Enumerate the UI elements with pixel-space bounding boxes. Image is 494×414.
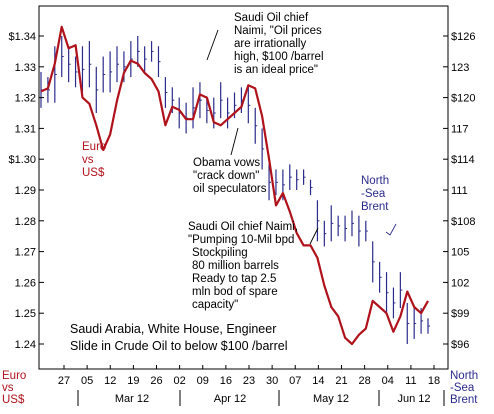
right-tick-label: 102 bbox=[451, 277, 469, 289]
left-tick-label: 1.29 bbox=[15, 185, 36, 197]
x-day-label: 11 bbox=[405, 375, 416, 387]
right-tick-label: $99 bbox=[451, 308, 469, 320]
right-tick-label: $108 bbox=[451, 216, 475, 228]
left-tick-label: 1.33 bbox=[15, 62, 36, 74]
left-axis-label-2: vs bbox=[2, 382, 14, 394]
x-day-label: 30 bbox=[266, 375, 278, 387]
annotation-pumping-2: "Pumping 10-Mil bpd bbox=[188, 234, 294, 246]
left-tick-label: 1.28 bbox=[15, 216, 36, 228]
euro-line bbox=[40, 25, 429, 346]
plot-frame bbox=[38, 5, 449, 370]
left-tick-label: 1.25 bbox=[15, 308, 36, 320]
annotation-naimi-4: high, $100 /barrel bbox=[234, 51, 324, 63]
euro-series-label-2: vs bbox=[82, 154, 94, 166]
right-tick-label: 117 bbox=[451, 123, 469, 135]
pointer-naimi bbox=[206, 29, 219, 61]
left-tick-label: 1.26 bbox=[15, 277, 36, 289]
annotation-pumping-4: 80 million barrels bbox=[192, 260, 279, 272]
left-axis: $1.34 1.33 1.32 1.31 $1.30 1.29 1.28 1.27 1.26 1.… bbox=[8, 31, 44, 351]
annotation-pumping-6: mln bod of spare bbox=[192, 286, 278, 298]
x-day-label: 05 bbox=[81, 375, 93, 387]
brent-series-label-1: North bbox=[361, 175, 389, 187]
left-tick-label: 1.32 bbox=[15, 93, 36, 105]
right-tick-label: 111 bbox=[451, 185, 468, 197]
right-axis-label-2: -Sea bbox=[450, 382, 475, 394]
left-tick-label: 1.27 bbox=[15, 247, 36, 259]
x-day-label: 04 bbox=[382, 375, 394, 387]
left-tick-label: $1.30 bbox=[8, 154, 36, 166]
x-day-label: 26 bbox=[150, 375, 162, 387]
annotation-obama-3: oil speculators bbox=[193, 183, 267, 195]
x-day-label: 28 bbox=[359, 375, 371, 387]
x-day-label: 27 bbox=[58, 375, 70, 387]
euro-series bbox=[40, 25, 429, 346]
x-day-label: 18 bbox=[428, 375, 440, 387]
annotation-pumping-5: Ready to tap 2.5 bbox=[192, 273, 276, 285]
right-axis-label-3: Brent bbox=[450, 394, 478, 406]
left-tick-label: 1.24 bbox=[15, 339, 36, 351]
euro-series-label-1: Euro bbox=[82, 141, 106, 153]
x-day-label: 07 bbox=[289, 375, 301, 387]
x-month-label: Mar 12 bbox=[115, 393, 149, 405]
right-tick-label: $114 bbox=[451, 154, 475, 166]
left-axis-label-1: Euro bbox=[2, 370, 26, 382]
annotation-caption-2: Slide in Crude Oil to below $100 /barrel bbox=[70, 339, 287, 353]
annotation-naimi-3: are irrationally bbox=[234, 38, 306, 50]
annotation-obama-2: "crack down" bbox=[193, 170, 259, 182]
right-tick-label: $96 bbox=[451, 339, 469, 351]
x-month-label: Jun 12 bbox=[397, 393, 430, 405]
annotation-naimi-5: is an ideal price" bbox=[234, 64, 318, 76]
x-day-label: 02 bbox=[174, 375, 186, 387]
x-day-label: 23 bbox=[243, 375, 255, 387]
brent-series-label-2: -Sea bbox=[361, 188, 386, 200]
x-day-label: 21 bbox=[335, 375, 347, 387]
x-month-label: Apr 12 bbox=[214, 393, 246, 405]
right-tick-label: $126 bbox=[451, 31, 475, 43]
right-tick-label: 123 bbox=[451, 62, 469, 74]
pointer-brent bbox=[385, 223, 397, 236]
annotation-naimi-2: Naimi, "Oil prices bbox=[234, 25, 322, 37]
x-day-label: 14 bbox=[312, 375, 324, 387]
brent-series bbox=[40, 36, 430, 344]
annotation-pumping-7: capacity" bbox=[192, 299, 238, 311]
x-day-label: 12 bbox=[104, 375, 116, 387]
x-day-label: 16 bbox=[220, 375, 232, 387]
annotation-caption-1: Saudi Arabia, White House, Engineer bbox=[70, 322, 276, 336]
annotation-pumping-1: Saudi Oil chief Naimi, bbox=[188, 221, 298, 233]
x-day-label: 19 bbox=[127, 375, 139, 387]
x-day-label: 09 bbox=[197, 375, 209, 387]
brent-series-label-3: Brent bbox=[361, 201, 389, 213]
annotation-naimi-1: Saudi Oil chief bbox=[234, 12, 309, 24]
right-tick-label: 105 bbox=[451, 247, 469, 259]
annotation-pumping-3: Stockpiling bbox=[192, 247, 248, 259]
euro-series-label-3: US$ bbox=[82, 167, 105, 179]
annotation-obama-1: Obama vows bbox=[193, 157, 260, 169]
right-axis: $126 123 $120 117 $114 111 $108 105 102 $99 $96 bbox=[443, 31, 475, 351]
pointer-obama bbox=[230, 127, 239, 156]
left-tick-label: $1.34 bbox=[8, 31, 36, 43]
right-axis-label-1: North bbox=[450, 370, 478, 382]
right-tick-label: $120 bbox=[451, 93, 475, 105]
left-tick-label: 1.31 bbox=[15, 123, 36, 135]
x-axis: 27 05 12 19 26 02 09 16 23 30 07 14 21 28 04 11 18 Mar 12… bbox=[58, 365, 445, 406]
left-axis-label-3: US$ bbox=[2, 394, 25, 406]
pointer-pumping bbox=[309, 227, 319, 245]
x-month-label: May 12 bbox=[313, 393, 349, 405]
